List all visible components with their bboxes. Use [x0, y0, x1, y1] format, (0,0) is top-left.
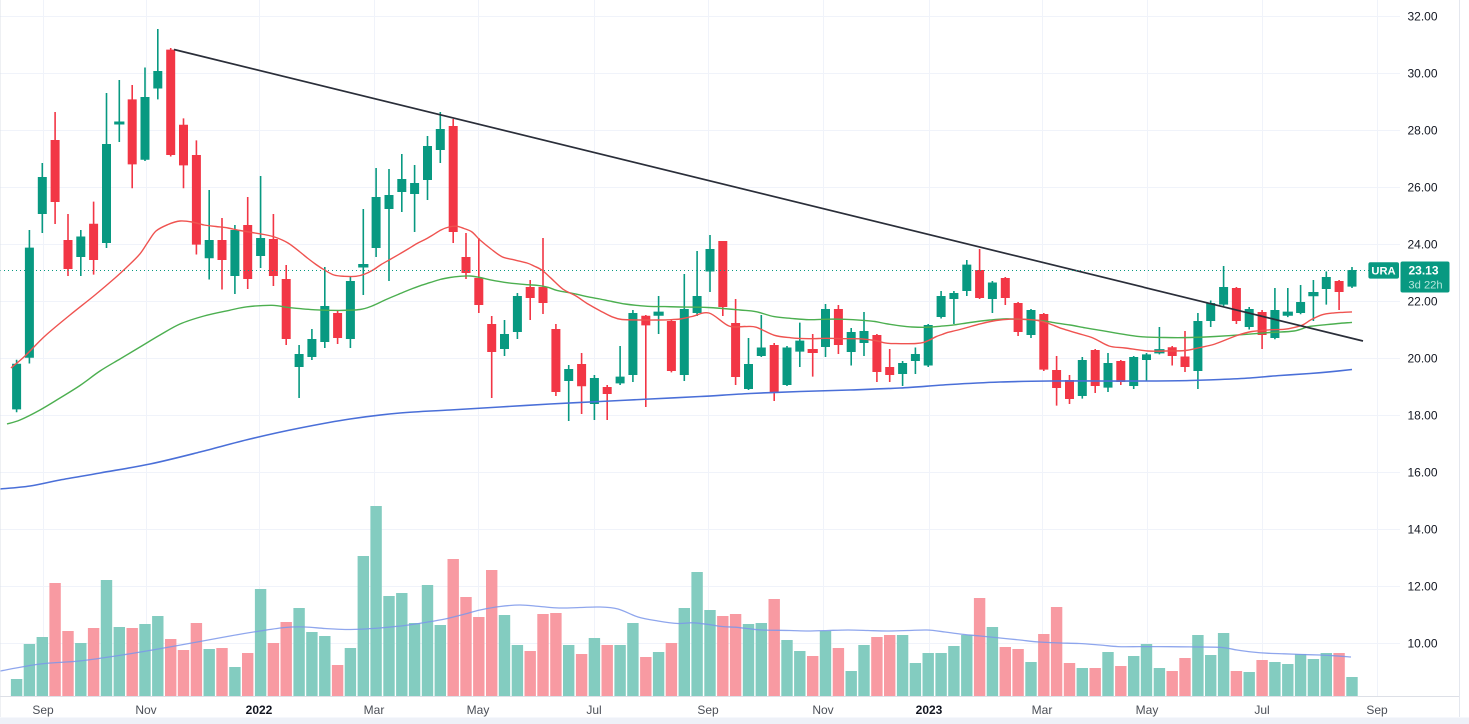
svg-text:Sep: Sep	[697, 703, 719, 717]
svg-text:Mar: Mar	[364, 703, 385, 717]
svg-text:16.00: 16.00	[1408, 466, 1438, 480]
svg-text:Sep: Sep	[1366, 703, 1388, 717]
svg-text:Nov: Nov	[135, 703, 156, 717]
svg-text:Jul: Jul	[586, 703, 601, 717]
svg-text:24.00: 24.00	[1408, 238, 1438, 252]
svg-text:URA: URA	[1371, 265, 1395, 277]
svg-text:Mar: Mar	[1032, 703, 1053, 717]
svg-text:2022: 2022	[246, 703, 273, 717]
svg-text:May: May	[1136, 703, 1159, 717]
svg-text:Sep: Sep	[32, 703, 54, 717]
svg-text:10.00: 10.00	[1408, 637, 1438, 651]
svg-text:28.00: 28.00	[1408, 124, 1438, 138]
svg-text:May: May	[467, 703, 490, 717]
svg-text:14.00: 14.00	[1408, 523, 1438, 537]
svg-text:26.00: 26.00	[1408, 181, 1438, 195]
svg-text:20.00: 20.00	[1408, 352, 1438, 366]
svg-text:18.00: 18.00	[1408, 409, 1438, 423]
svg-text:22.00: 22.00	[1408, 295, 1438, 309]
svg-text:12.00: 12.00	[1408, 580, 1438, 594]
svg-text:2023: 2023	[916, 703, 943, 717]
svg-text:30.00: 30.00	[1408, 67, 1438, 81]
svg-text:Jul: Jul	[1254, 703, 1269, 717]
svg-text:3d 22h: 3d 22h	[1408, 280, 1442, 292]
svg-text:23.13: 23.13	[1408, 264, 1438, 278]
svg-text:Nov: Nov	[812, 703, 833, 717]
svg-text:32.00: 32.00	[1408, 10, 1438, 24]
